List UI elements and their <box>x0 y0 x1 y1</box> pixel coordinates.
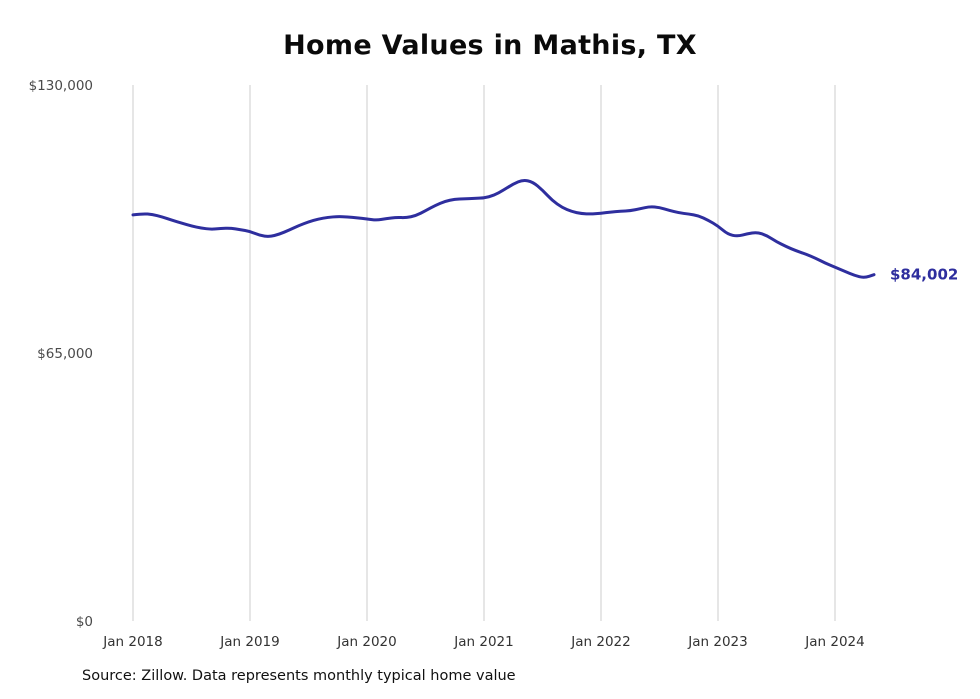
x-tick-label: Jan 2019 <box>219 634 279 650</box>
x-tick-label: Jan 2020 <box>336 634 396 650</box>
x-tick-label: Jan 2024 <box>804 634 864 650</box>
y-tick-label: $0 <box>76 614 93 630</box>
x-tick-label: Jan 2023 <box>687 634 747 650</box>
source-note: Source: Zillow. Data represents monthly … <box>82 668 516 684</box>
x-tick-label: Jan 2021 <box>453 634 513 650</box>
x-tick-label: Jan 2022 <box>570 634 630 650</box>
value-line <box>131 179 876 279</box>
x-tick-label: Jan 2018 <box>102 634 162 650</box>
y-tick-label: $65,000 <box>37 346 93 362</box>
y-tick-label: $130,000 <box>29 78 93 94</box>
chart-title: Home Values in Mathis, TX <box>283 30 697 61</box>
end-value-label: $84,002 <box>890 266 958 284</box>
